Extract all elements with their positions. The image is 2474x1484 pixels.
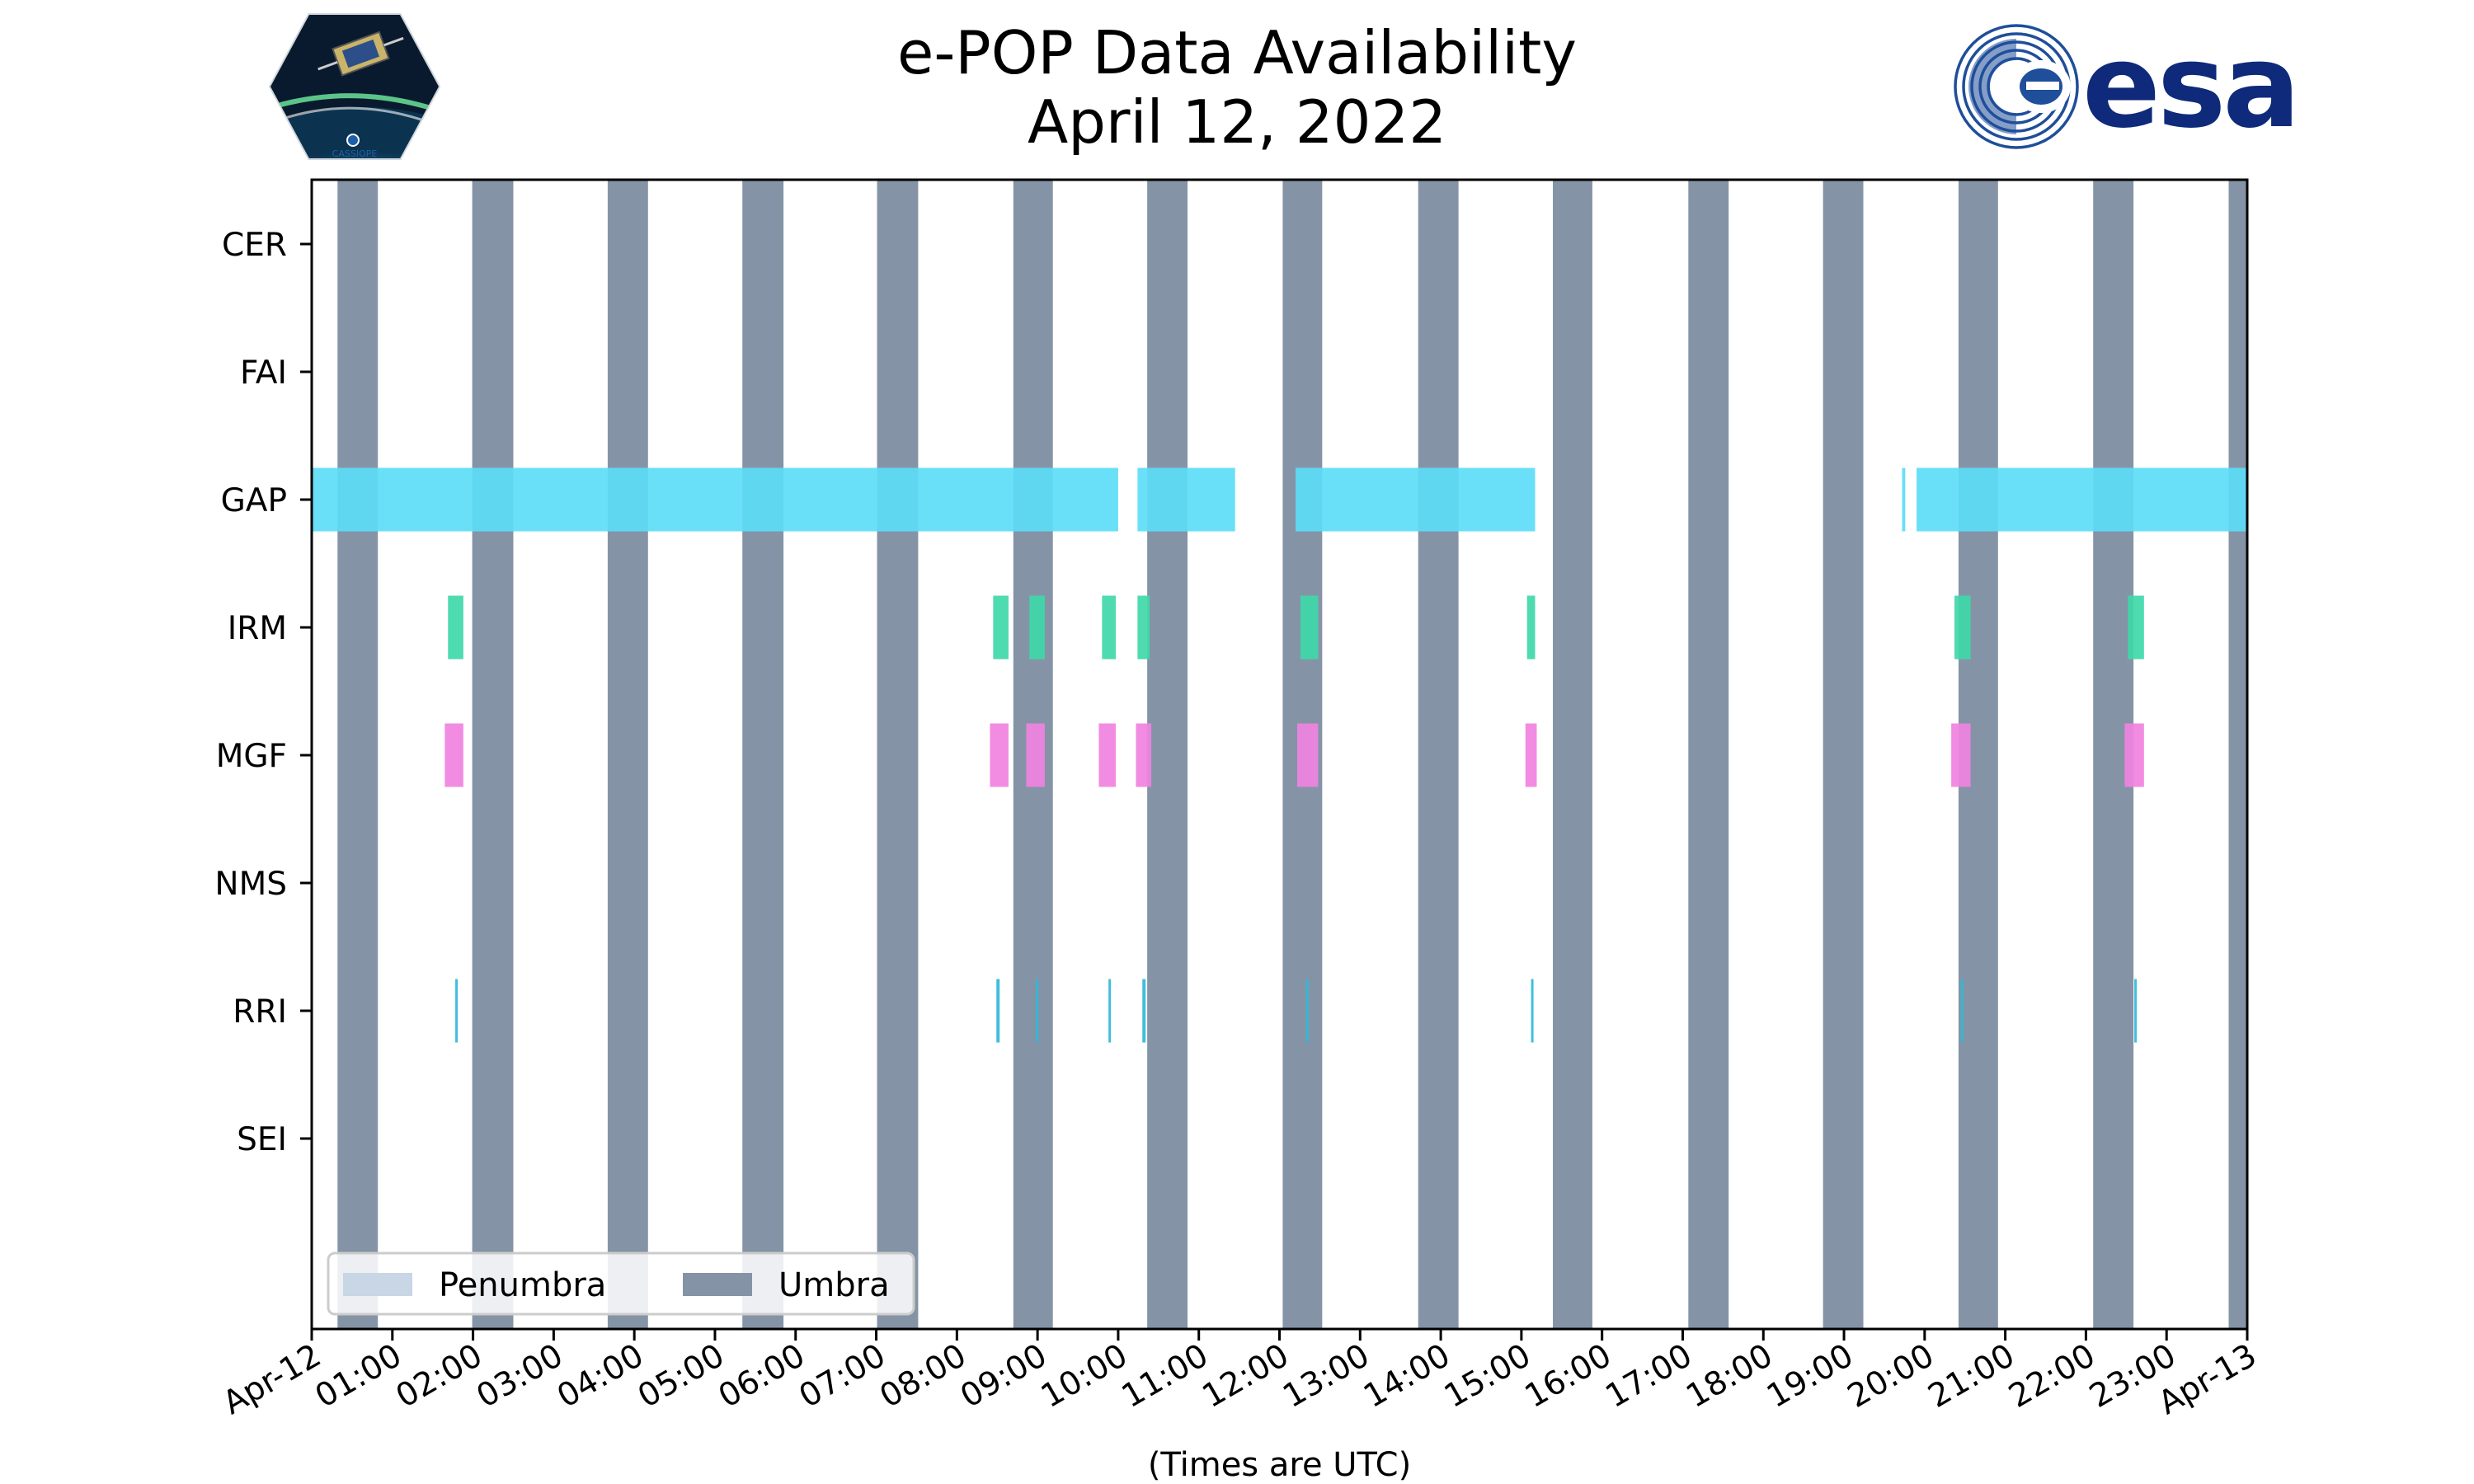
- rri-data-bar: [455, 979, 459, 1043]
- gap-data-bar: [1137, 467, 1235, 532]
- x-axis: Apr-1201:0002:0003:0004:0005:0006:0007:0…: [217, 1329, 2263, 1422]
- legend-label-umbra: Umbra: [778, 1266, 890, 1304]
- x-tick-label: 12:00: [1197, 1337, 1296, 1416]
- irm-data-bar: [993, 595, 1009, 660]
- gap-data-bar: [1917, 467, 2247, 532]
- legend-swatch-penumbra: [343, 1273, 412, 1296]
- mgf-data-bar: [1951, 723, 1971, 787]
- legend-swatch-umbra: [683, 1273, 752, 1296]
- x-tick-label: 01:00: [309, 1337, 408, 1416]
- rri-data-bar: [1531, 979, 1534, 1043]
- mgf-data-bar: [444, 723, 463, 787]
- x-axis-label: (Times are UTC): [1148, 1446, 1411, 1484]
- chart-title-line1: e-POP Data Availability: [897, 18, 1577, 87]
- mgf-data-bar: [1026, 723, 1045, 787]
- legend-label-penumbra: Penumbra: [439, 1266, 606, 1304]
- gap-data-bar: [312, 467, 1118, 532]
- chart-title: e-POP Data Availability April 12, 2022: [0, 18, 2474, 157]
- cassiope-logo-text: CASSIOPE: [332, 148, 378, 159]
- umbra-band: [1553, 180, 1592, 1329]
- umbra-bands: [337, 180, 2247, 1329]
- chart-title-line2: April 12, 2022: [1027, 87, 1447, 157]
- umbra-band: [1823, 180, 1864, 1329]
- rri-data-bar: [2134, 979, 2138, 1043]
- rri-data-bar: [1305, 979, 1309, 1043]
- mgf-data-bar: [1297, 723, 1319, 787]
- umbra-band: [1147, 180, 1188, 1329]
- umbra-band: [337, 180, 379, 1329]
- data-bars: [312, 467, 2247, 1043]
- y-tick-label: IRM: [228, 610, 287, 647]
- x-tick-label: 21:00: [1922, 1337, 2021, 1416]
- y-tick-label: FAI: [240, 355, 287, 392]
- y-tick-label: CER: [222, 227, 287, 264]
- x-tick-label: 08:00: [873, 1337, 972, 1416]
- rri-data-bar: [1142, 979, 1146, 1043]
- rri-data-bar: [996, 979, 1000, 1043]
- irm-data-bar: [1029, 595, 1045, 660]
- x-tick-label: 06:00: [713, 1337, 811, 1416]
- rri-data-bar: [1036, 979, 1039, 1043]
- mgf-data-bar: [1098, 723, 1116, 787]
- x-tick-label: 10:00: [1035, 1337, 1134, 1416]
- irm-data-bar: [1102, 595, 1116, 660]
- x-tick-label: 02:00: [390, 1337, 489, 1416]
- x-tick-label: 09:00: [954, 1337, 1053, 1416]
- esa-swirl-icon: [1954, 24, 2079, 149]
- umbra-band: [607, 180, 648, 1329]
- legend-box: [327, 1252, 915, 1316]
- rri-data-bar: [1960, 979, 1964, 1043]
- umbra-band: [472, 180, 514, 1329]
- x-tick-label: 03:00: [471, 1337, 570, 1416]
- irm-data-bar: [1300, 595, 1319, 660]
- irm-data-bar: [448, 595, 463, 660]
- y-tick-label: NMS: [214, 866, 287, 903]
- umbra-band: [742, 180, 784, 1329]
- mgf-data-bar: [2124, 723, 2144, 787]
- mgf-data-bar: [1525, 723, 1537, 787]
- irm-data-bar: [1954, 595, 1971, 660]
- rri-data-bar: [1108, 979, 1112, 1043]
- x-tick-label: 11:00: [1116, 1337, 1215, 1416]
- x-tick-label: 18:00: [1680, 1337, 1779, 1416]
- umbra-band: [1688, 180, 1729, 1329]
- x-tick-label: 07:00: [793, 1337, 892, 1416]
- umbra-band: [1418, 180, 1459, 1329]
- x-tick-label: 22:00: [2003, 1337, 2102, 1416]
- umbra-band: [2228, 180, 2247, 1329]
- cassiope-mission-logo: CASSIOPE: [268, 13, 441, 160]
- umbra-band: [877, 180, 919, 1329]
- y-tick-label: RRI: [233, 993, 287, 1031]
- x-tick-label: 16:00: [1519, 1337, 1618, 1416]
- esa-logo: esa: [1954, 21, 2301, 153]
- y-axis: CER FAI GAP IRM MGF NMS RRI SEI: [214, 227, 312, 1158]
- x-tick-label: 19:00: [1761, 1337, 1860, 1416]
- x-tick-label: 15:00: [1438, 1337, 1537, 1416]
- x-tick-label: 14:00: [1357, 1337, 1456, 1416]
- irm-data-bar: [1526, 595, 1536, 660]
- gap-data-bar: [1296, 467, 1536, 532]
- x-tick-label: 17:00: [1600, 1337, 1699, 1416]
- x-tick-label: 20:00: [1841, 1337, 1940, 1416]
- mgf-data-bar: [1136, 723, 1152, 787]
- y-tick-label: SEI: [237, 1121, 287, 1158]
- x-tick-label: 13:00: [1277, 1337, 1376, 1416]
- irm-data-bar: [2128, 595, 2144, 660]
- mgf-data-bar: [990, 723, 1009, 787]
- gap-data-bar: [1902, 467, 1906, 532]
- x-tick-label: 05:00: [632, 1337, 731, 1416]
- esa-logo-text: esa: [2082, 21, 2298, 153]
- y-tick-label: MGF: [216, 738, 287, 775]
- y-tick-label: GAP: [221, 482, 287, 519]
- x-tick-label: Apr-12: [217, 1337, 327, 1422]
- x-tick-label: 04:00: [551, 1337, 650, 1416]
- irm-data-bar: [1137, 595, 1150, 660]
- legend: Penumbra Umbra: [327, 1252, 915, 1316]
